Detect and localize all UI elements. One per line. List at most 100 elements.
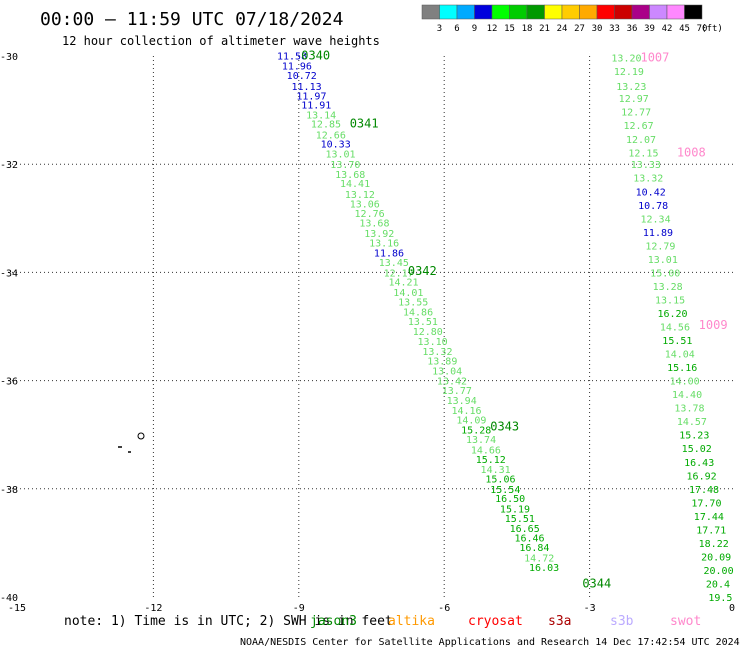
swh-value-label: 16.92 bbox=[687, 471, 717, 482]
swh-value-label: 13.77 bbox=[442, 386, 472, 397]
swh-value-label: 15.54 bbox=[490, 485, 520, 496]
swh-value-label: 13.12 bbox=[345, 190, 375, 201]
swh-value-label: 20.00 bbox=[703, 566, 733, 577]
swh-value-label: 16.20 bbox=[657, 309, 687, 320]
pass-label: 0343 bbox=[490, 420, 519, 434]
swh-value-label: 13.70 bbox=[330, 160, 360, 171]
swh-value-label: 14.31 bbox=[481, 465, 511, 476]
swh-value-label: 11.91 bbox=[301, 101, 331, 112]
swh-value-label: 14.41 bbox=[340, 179, 370, 190]
swh-value-label: 14.40 bbox=[672, 390, 702, 401]
swh-value-label: 15.19 bbox=[500, 504, 530, 515]
swh-value-label: 16.46 bbox=[514, 533, 544, 544]
swh-value-label: 11.13 bbox=[292, 82, 322, 93]
swh-value-label: 13.94 bbox=[447, 396, 477, 407]
colorbar-swatch bbox=[684, 4, 703, 20]
pass-label: 1008 bbox=[677, 145, 706, 159]
swh-value-label: 14.57 bbox=[677, 417, 707, 428]
swh-value-label: 13.14 bbox=[306, 110, 336, 121]
colorbar-swatch bbox=[666, 4, 685, 20]
swh-value-label: 16.65 bbox=[510, 524, 540, 535]
swh-value-label: 16.50 bbox=[495, 494, 525, 505]
swh-value-label: 14.21 bbox=[388, 278, 418, 289]
swh-value-label: 13.68 bbox=[335, 170, 365, 181]
colorbar-label: 70 bbox=[697, 24, 708, 34]
colorbar-label: 42 bbox=[662, 24, 673, 34]
colorbar-swatch bbox=[474, 4, 493, 20]
y-tick-label: -34 bbox=[0, 268, 18, 279]
swh-value-label: 14.56 bbox=[660, 323, 690, 334]
satellite-legend: jason3 altika cryosat s3a s3b swot bbox=[310, 614, 701, 629]
swh-value-label: 13.55 bbox=[398, 298, 428, 309]
legend-entry: cryosat bbox=[468, 614, 523, 629]
pass-label: 1009 bbox=[699, 318, 728, 332]
colorbar-label: 21 bbox=[539, 24, 550, 34]
chart-subtitle: 12 hour collection of altimeter wave hei… bbox=[62, 34, 380, 48]
swh-value-label: 13.20 bbox=[611, 54, 641, 65]
swh-value-label: 12.17 bbox=[384, 268, 414, 279]
y-tick-label: -38 bbox=[0, 485, 18, 496]
swh-value-label: 19.5 bbox=[708, 593, 732, 604]
swh-points: 11.5811.9610.7211.1311.9711.9113.1412.85… bbox=[277, 51, 734, 604]
islands bbox=[118, 432, 145, 453]
swh-value-label: 12.79 bbox=[645, 241, 675, 252]
swh-value-label: 12.76 bbox=[355, 209, 385, 220]
y-tick-label: -40 bbox=[0, 593, 18, 604]
legend-entry: s3a bbox=[548, 614, 571, 629]
swh-value-label: 12.85 bbox=[311, 120, 341, 131]
colorbar-swatch bbox=[439, 4, 458, 20]
y-tick-label: -36 bbox=[0, 377, 18, 388]
swh-value-label: 17.70 bbox=[691, 498, 721, 509]
swh-value-label: 16.84 bbox=[519, 543, 549, 554]
x-tick-label: -9 bbox=[293, 603, 305, 614]
swh-value-label: 10.78 bbox=[638, 201, 668, 212]
swh-value-label: 14.16 bbox=[451, 406, 481, 417]
colorbar-swatch bbox=[421, 4, 440, 20]
footer-credit: NOAA/NESDIS Center for Satellite Applica… bbox=[240, 637, 740, 648]
swh-value-label: 14.86 bbox=[403, 307, 433, 318]
swh-value-label: 12.19 bbox=[614, 67, 644, 78]
swh-value-label: 11.58 bbox=[277, 51, 307, 62]
swh-value-label: 12.80 bbox=[413, 327, 443, 338]
colorbar-label: 6 bbox=[454, 24, 459, 34]
colorbar-label: 30 bbox=[592, 24, 603, 34]
swh-value-label: 15.51 bbox=[662, 336, 692, 347]
swh-value-label: 15.12 bbox=[476, 455, 506, 466]
legend-entry: altika bbox=[388, 614, 435, 629]
colorbar-label: 36 bbox=[627, 24, 638, 34]
swh-value-label: 15.51 bbox=[505, 514, 535, 525]
swh-value-label: 13.01 bbox=[325, 149, 355, 160]
swh-value-label: 15.16 bbox=[667, 363, 697, 374]
swh-value-label: 13.78 bbox=[674, 404, 704, 415]
colorbar-swatch bbox=[544, 4, 563, 20]
swh-value-label: 12.07 bbox=[626, 135, 656, 146]
colorbar-swatch bbox=[561, 4, 580, 20]
x-tick-label: -12 bbox=[144, 603, 162, 614]
swh-value-label: 14.09 bbox=[456, 416, 486, 427]
swh-value-label: 13.42 bbox=[437, 377, 467, 388]
swh-value-label: 14.04 bbox=[665, 350, 695, 361]
x-tick-label: -15 bbox=[8, 603, 26, 614]
colorbar-label: 9 bbox=[472, 24, 477, 34]
swh-value-label: 13.28 bbox=[653, 282, 683, 293]
swh-value-label: 12.67 bbox=[624, 121, 654, 132]
colorbar-swatch bbox=[526, 4, 545, 20]
colorbar-label: 27 bbox=[574, 24, 585, 34]
swh-value-label: 15.28 bbox=[461, 425, 491, 436]
swh-value-label: 10.33 bbox=[321, 140, 351, 151]
pass-labels: 0340 0341 0342 0343 0344 1007 1008 1009 bbox=[301, 48, 727, 590]
colorbar-label: 18 bbox=[522, 24, 533, 34]
colorbar-label: 33 bbox=[609, 24, 620, 34]
axis-ticks: -15 -12 -9 -6 -3 0-30-32-34-36-38-40 bbox=[0, 52, 735, 614]
colorbar-swatch bbox=[579, 4, 598, 20]
pass-label: 0341 bbox=[350, 117, 379, 131]
footer-note: note: 1) Time is in UTC; 2) SWH is in fe… bbox=[64, 614, 393, 629]
x-tick-label: 0 bbox=[729, 603, 735, 614]
swh-value-label: 12.66 bbox=[316, 130, 346, 141]
swh-value-label: 13.32 bbox=[633, 174, 663, 185]
x-tick-label: -3 bbox=[584, 603, 596, 614]
swh-value-label: 16.43 bbox=[684, 458, 714, 469]
legend-entry: s3b bbox=[610, 614, 634, 629]
colorbar-unit: (ft) bbox=[701, 24, 723, 34]
swh-value-label: 14.01 bbox=[393, 288, 423, 299]
